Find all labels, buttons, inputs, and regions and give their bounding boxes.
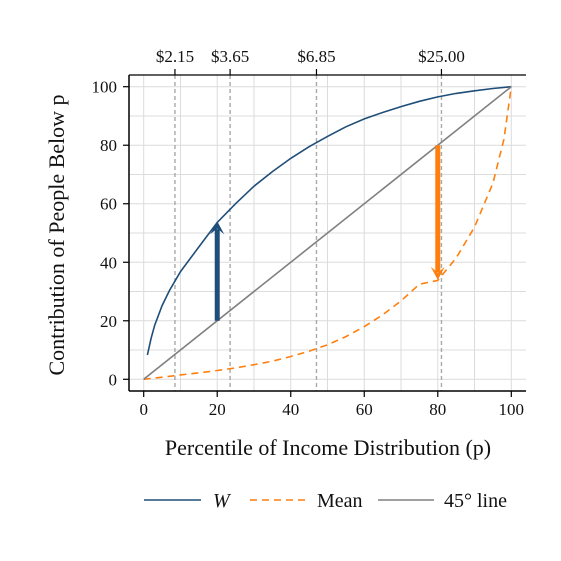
top-tick-label: $6.85 bbox=[297, 47, 335, 66]
y-tick-label: 60 bbox=[100, 195, 117, 214]
y-tick-label: 100 bbox=[92, 78, 118, 97]
threshold-lines bbox=[174, 75, 443, 391]
tick-labels: 0 20 40 60 80 100 0 20 40 60 80 100 bbox=[92, 78, 525, 419]
top-tick-label: $25.00 bbox=[418, 47, 465, 66]
top-tick-label: $2.15 bbox=[156, 47, 194, 66]
series-line-w bbox=[146, 85, 512, 356]
y-axis-label: Contribution of People Below p bbox=[44, 94, 69, 375]
y-tick-label: 80 bbox=[100, 136, 117, 155]
arrow-head bbox=[210, 221, 225, 235]
series-line-mean bbox=[143, 86, 513, 381]
y-tick-label: 20 bbox=[100, 312, 117, 331]
x-tick-label: 60 bbox=[356, 400, 373, 419]
x-tick-label: 100 bbox=[499, 400, 525, 419]
x-tick-label: 20 bbox=[209, 400, 226, 419]
x-axis-label: Percentile of Income Distribution (p) bbox=[165, 435, 491, 460]
legend-label: Mean bbox=[317, 490, 363, 512]
legend: W Mean 45° line bbox=[144, 490, 507, 512]
series-line-45-line bbox=[143, 86, 512, 380]
y-tick-label: 40 bbox=[100, 253, 117, 272]
legend-label: 45° line bbox=[444, 490, 507, 512]
x-tick-label: 40 bbox=[282, 400, 299, 419]
y-tick-label: 0 bbox=[109, 370, 118, 389]
axes bbox=[123, 69, 526, 397]
arrows bbox=[210, 145, 445, 321]
x-tick-label: 80 bbox=[429, 400, 446, 419]
x-tick-label: 0 bbox=[139, 400, 148, 419]
grid bbox=[129, 75, 526, 391]
top-axis-labels: $2.15 $3.65 $6.85 $25.00 bbox=[156, 47, 465, 66]
top-tick-label: $3.65 bbox=[211, 47, 249, 66]
series-lines bbox=[143, 85, 513, 381]
arrow-head bbox=[430, 266, 445, 280]
legend-label: W bbox=[213, 490, 232, 512]
